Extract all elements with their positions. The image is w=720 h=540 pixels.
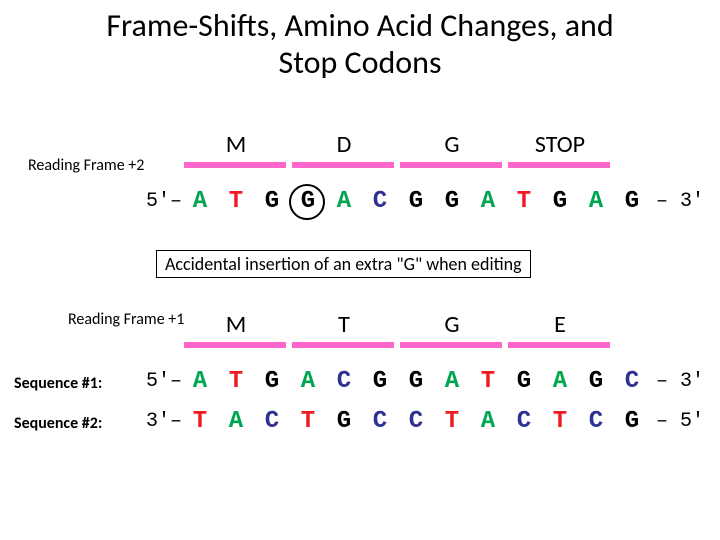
nucleotide: A — [578, 188, 614, 215]
nucleotide: A — [218, 408, 254, 435]
codon-bar — [508, 162, 610, 168]
codon-bar — [184, 162, 286, 168]
nucleotide: C — [362, 408, 398, 435]
sequence-end-left: 5'– — [134, 190, 182, 213]
title-line1: Frame-Shifts, Amino Acid Changes, and — [106, 6, 613, 45]
nucleotide: G — [398, 188, 434, 215]
sequence-1-label: Sequence #1: — [14, 374, 102, 393]
nucleotide: G — [254, 188, 290, 215]
codon-bar — [184, 342, 286, 348]
nucleotide: A — [182, 188, 218, 215]
amino-acid-label: T — [290, 310, 398, 339]
amino-acid-row-top: MDGSTOP — [182, 130, 614, 159]
nucleotide: A — [182, 368, 218, 395]
sequence-1: 5'–ATGACGGATGAGC– 3' — [134, 368, 704, 395]
nucleotide: T — [470, 368, 506, 395]
nucleotide: T — [182, 408, 218, 435]
nucleotide: G — [362, 368, 398, 395]
sequence-end-left: 5'– — [134, 370, 182, 393]
nucleotide: A — [434, 368, 470, 395]
nucleotide: T — [218, 368, 254, 395]
nucleotide: G — [326, 408, 362, 435]
nucleotide: C — [614, 368, 650, 395]
nucleotide: G — [398, 368, 434, 395]
sequence-end-left: 3'– — [134, 410, 182, 433]
codon-bar — [400, 162, 502, 168]
nucleotide: A — [326, 188, 362, 215]
nucleotide: T — [218, 188, 254, 215]
amino-acid-label: D — [290, 130, 398, 159]
title-line2: Stop Codons — [279, 43, 442, 82]
codon-bar — [292, 162, 394, 168]
codon-bar — [292, 342, 394, 348]
sequence-end-right: – 3' — [650, 370, 704, 393]
nucleotide: T — [290, 408, 326, 435]
amino-acid-row-bottom: MTGE — [182, 310, 614, 339]
nucleotide: C — [254, 408, 290, 435]
sequence-end-right: – 5' — [650, 410, 704, 433]
nucleotide: C — [362, 188, 398, 215]
amino-acid-label: E — [506, 310, 614, 339]
amino-acid-label: M — [182, 310, 290, 339]
sequence-2-label: Sequence #2: — [14, 414, 102, 433]
amino-acid-label: G — [398, 130, 506, 159]
codon-bar — [400, 342, 502, 348]
nucleotide: C — [326, 368, 362, 395]
nucleotide: A — [470, 408, 506, 435]
inserted-g-circle — [289, 184, 325, 220]
nucleotide: G — [254, 368, 290, 395]
nucleotide: A — [470, 188, 506, 215]
nucleotide: T — [542, 408, 578, 435]
sequence-top: 5'–ATGGACGGATGAG– 3' — [134, 188, 704, 215]
amino-acid-label: STOP — [506, 130, 614, 159]
nucleotide: C — [578, 408, 614, 435]
insertion-label: Accidental insertion of an extra "G" whe… — [156, 250, 531, 278]
nucleotide: G — [614, 408, 650, 435]
sequence-2: 3'–TACTGCCTACTCG– 5' — [134, 408, 704, 435]
codon-bar — [508, 342, 610, 348]
nucleotide: C — [506, 408, 542, 435]
amino-acid-label: M — [182, 130, 290, 159]
nucleotide: T — [506, 188, 542, 215]
reading-frame-2-label: Reading Frame +2 — [28, 156, 144, 175]
reading-frame-1-label: Reading Frame +1 — [68, 310, 184, 329]
nucleotide: G — [542, 188, 578, 215]
nucleotide: A — [542, 368, 578, 395]
nucleotide: G — [434, 188, 470, 215]
amino-acid-label: G — [398, 310, 506, 339]
nucleotide: T — [434, 408, 470, 435]
nucleotide: G — [614, 188, 650, 215]
nucleotide: C — [398, 408, 434, 435]
nucleotide: A — [290, 368, 326, 395]
sequence-end-right: – 3' — [650, 190, 704, 213]
nucleotide: G — [578, 368, 614, 395]
nucleotide: G — [506, 368, 542, 395]
